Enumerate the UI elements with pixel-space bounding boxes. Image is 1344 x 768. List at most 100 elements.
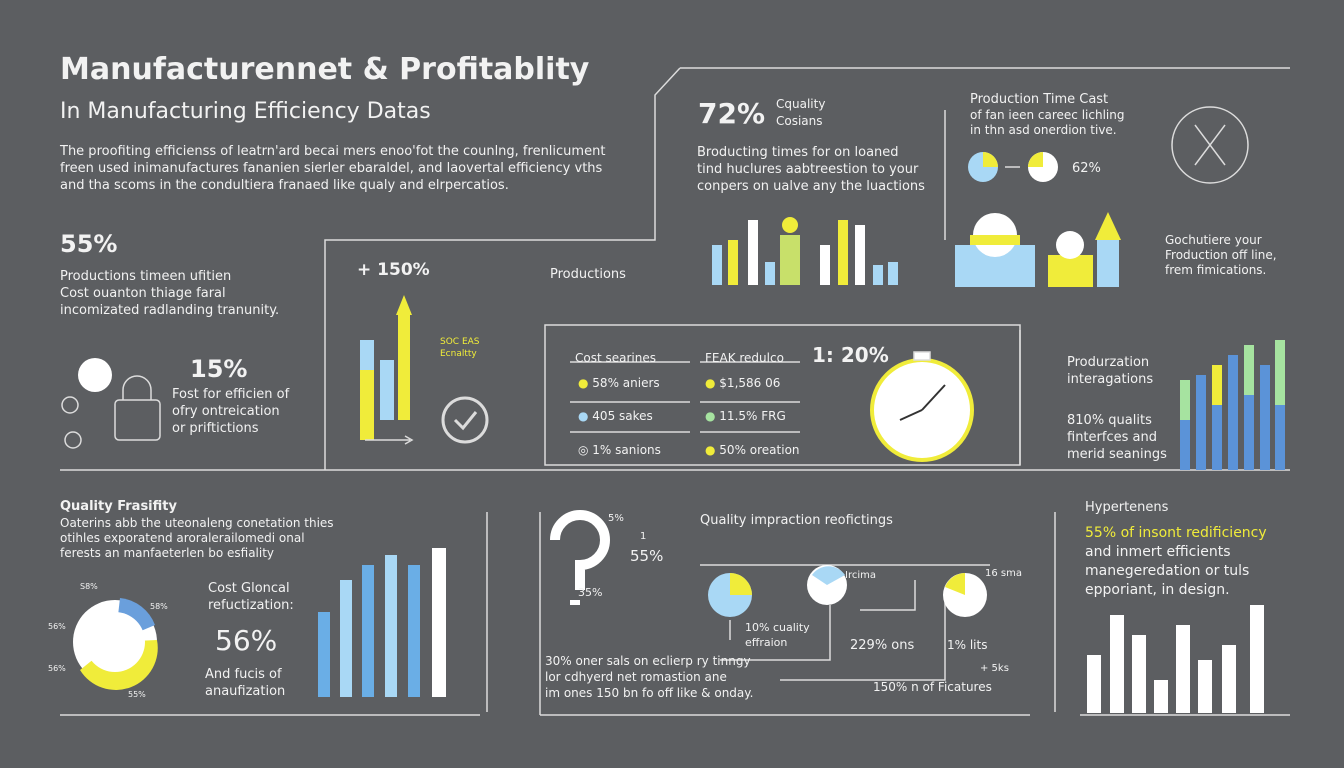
line: of fan ieen careec lichling — [970, 108, 1125, 122]
cell: 50% oreation — [719, 443, 800, 457]
text: of fan ieen careec lichling in thn asd on… — [970, 108, 1124, 138]
line: Productions timeen ufitien — [60, 269, 232, 284]
stat: + 150% — [357, 260, 430, 280]
line: anaufization — [205, 684, 286, 699]
text: Cost Gloncal refuctization: — [208, 580, 294, 614]
line: frem fimications. — [1165, 263, 1267, 277]
line: and inmert efficients — [1085, 544, 1231, 560]
heading: Quality impraction reofictings — [700, 513, 893, 528]
stat: 56% — [215, 624, 278, 657]
table-cell: ◎ 1% sanions — [578, 443, 661, 457]
label: 35% — [578, 586, 603, 599]
cell: 58% aniers — [592, 376, 660, 390]
pie-label: S8% — [80, 582, 98, 591]
legend-entry: SOC EAS — [440, 337, 480, 347]
pie-label: 56% — [48, 664, 66, 673]
cell: 11.5% FRG — [719, 409, 786, 423]
line: 30% oner sals on eclierp ry tinngy — [545, 654, 751, 668]
stat-note: Cquality Cosians — [776, 96, 825, 130]
line: 10% cuality — [745, 621, 810, 634]
line: freen used inimanufactures fananien sier… — [60, 161, 603, 176]
line: incomizated radlanding tranunity. — [60, 303, 280, 318]
node-label: Ircima — [845, 570, 876, 581]
gear-icon — [1171, 106, 1249, 184]
bottom-bars — [1087, 605, 1264, 713]
heading: Produrzation interagations — [1067, 354, 1153, 388]
line: manegeredation or tuls — [1085, 563, 1250, 579]
line: lor cdhyerd net romastion ane — [545, 670, 727, 684]
cell: 405 sakes — [592, 409, 653, 423]
pie-icons — [968, 152, 1058, 182]
table-header: Cost searines — [575, 351, 656, 365]
legend: SOC EAS Ecnaltty — [440, 336, 480, 360]
big-pie — [73, 598, 158, 690]
node-label: 150% n of Ficatures — [873, 680, 992, 694]
label: 1 — [640, 531, 647, 542]
line: and tha scoms in the condultiera franaed… — [60, 178, 509, 193]
text: Fost for efficien of ofry ontreication or … — [172, 386, 289, 437]
right-bars — [1180, 340, 1285, 470]
line: Froduction off line, — [1165, 248, 1277, 262]
line: 55% of insont redificiency — [1085, 525, 1267, 541]
line: Oaterins abb the uteonaleng conetation t… — [60, 516, 334, 530]
line: ofry ontreication — [172, 404, 280, 419]
node-label: 16 sma — [985, 568, 1022, 579]
line: interagations — [1067, 372, 1154, 387]
text: Broducting times for on loaned tind huclu… — [697, 144, 925, 195]
cell: 1% sanions — [592, 443, 661, 457]
table-box — [544, 324, 1021, 466]
left-icons — [61, 358, 489, 449]
line: ferests an manfaeterlen bo esfiality — [60, 546, 275, 560]
cell: $1,586 06 — [719, 376, 781, 390]
line: Fost for efficien of — [172, 387, 290, 402]
panel-lines — [60, 67, 1290, 716]
table-rules — [570, 361, 800, 433]
line: Broducting times for on loaned — [697, 145, 899, 160]
growth-chart — [360, 295, 412, 440]
line: epporiant, in design. — [1085, 582, 1230, 598]
title: Manufacturennet & Profitablity — [60, 52, 590, 87]
stat: 55% — [60, 230, 118, 258]
legend-entry: Ecnaltty — [440, 349, 477, 359]
line: Cost ouanton thiage faral — [60, 286, 226, 301]
text: Productions timeen ufitien Cost ouanton t… — [60, 268, 279, 319]
stat: 62% — [1072, 161, 1101, 176]
node-label: 1% lits — [947, 638, 988, 652]
blue-bars — [318, 548, 446, 697]
text: 30% oner sals on eclierp ry tinngy lor cd… — [545, 653, 753, 701]
line: merid seanings — [1067, 447, 1167, 462]
table-cell: ● 11.5% FRG — [705, 409, 786, 423]
label: 5% — [608, 513, 624, 524]
label: 55% — [630, 547, 664, 565]
table-cell: ● 58% aniers — [578, 376, 660, 390]
line: im ones 150 bn fo off like & onday. — [545, 686, 754, 700]
text: 810% qualits finterfces and merid seanings — [1067, 412, 1167, 463]
node-label: 10% cuality effraion — [745, 620, 810, 650]
line: otihles exporatend aroralerailomedi onal — [60, 531, 305, 545]
clock — [870, 351, 974, 462]
text: 55% of insont redificiency and inmert eff… — [1085, 524, 1267, 600]
heading: Hypertenens — [1085, 500, 1169, 515]
table-cell: ● $1,586 06 — [705, 376, 781, 390]
line: And fucis of — [205, 667, 282, 682]
text: Gochutiere your Froduction off line, frem … — [1165, 233, 1277, 278]
workers — [955, 212, 1121, 287]
line: The proofiting efficienss of leatrn'ard … — [60, 144, 606, 159]
subtitle: In Manufacturing Efficiency Datas — [60, 99, 431, 124]
line: Cost Gloncal — [208, 581, 290, 596]
table-cell: ● 50% oreation — [705, 443, 800, 457]
line: refuctization: — [208, 598, 294, 613]
table-header: FEAK redulco — [705, 351, 784, 365]
pie-label: 56% — [48, 622, 66, 631]
text: And fucis of anaufization — [205, 666, 285, 700]
line: in thn asd onerdion tive. — [970, 123, 1117, 137]
text: Oaterins abb the uteonaleng conetation t… — [60, 516, 334, 561]
heading: Quality Frasifity — [60, 499, 177, 514]
node-label: + 5ks — [980, 663, 1009, 674]
line: effraion — [745, 636, 788, 649]
line: Cosians — [776, 114, 823, 128]
node-label: 229% ons — [850, 638, 915, 653]
line: 810% qualits — [1067, 413, 1152, 428]
